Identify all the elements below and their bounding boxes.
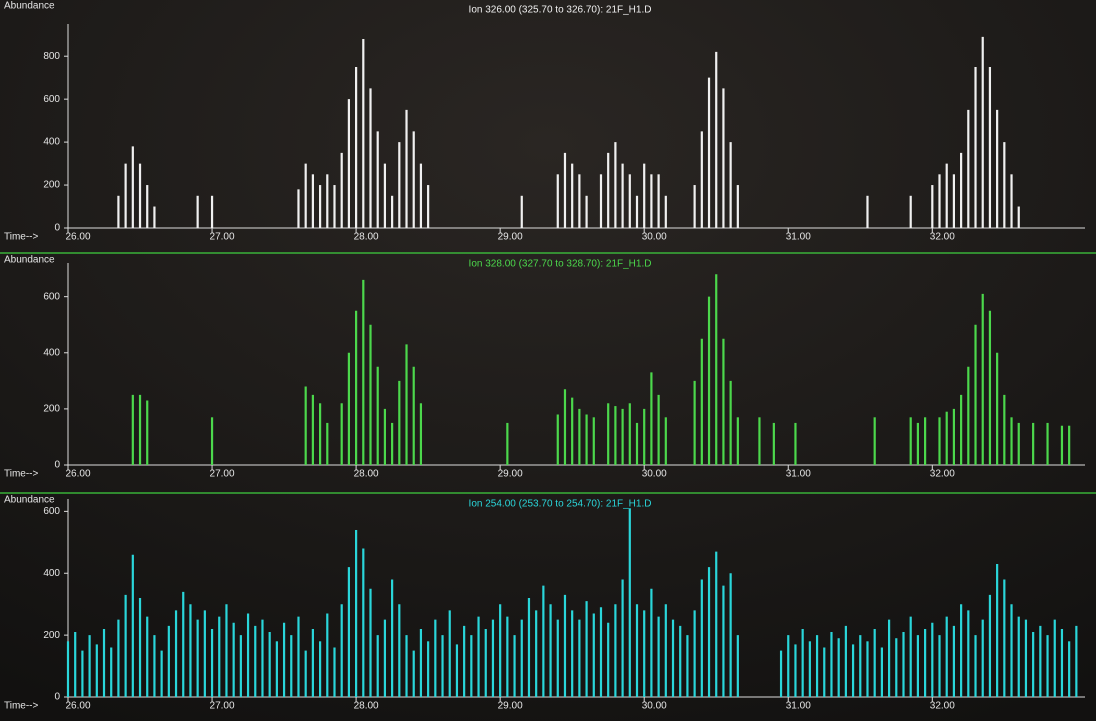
x-axis-label: Time--> (4, 232, 39, 243)
x-tick-label: 28.00 (354, 701, 379, 712)
x-tick-label: 30.00 (642, 701, 667, 712)
x-tick-label: 27.00 (210, 469, 235, 480)
y-tick-label: 400 (43, 568, 60, 579)
y-tick-label: 200 (43, 180, 60, 191)
y-tick-label: 0 (54, 460, 60, 471)
x-tick-label: 28.00 (354, 232, 379, 243)
x-axis-label: Time--> (4, 469, 39, 480)
x-tick-label: 29.00 (498, 701, 523, 712)
y-tick-label: 800 (43, 51, 60, 62)
chart-title: Ion 328.00 (327.70 to 328.70): 21F_H1.D (469, 259, 652, 270)
x-tick-label: 27.00 (210, 232, 235, 243)
chart-title: Ion 326.00 (325.70 to 326.70): 21F_H1.D (469, 5, 652, 16)
y-tick-label: 600 (43, 291, 60, 302)
y-axis-label: Abundance (4, 255, 55, 266)
y-tick-label: 0 (54, 692, 60, 703)
x-tick-label: 27.00 (210, 701, 235, 712)
y-tick-label: 600 (43, 94, 60, 105)
y-axis-label: Abundance (4, 495, 55, 506)
x-tick-label: 32.00 (930, 232, 955, 243)
chromatogram-screen: Ion 326.00 (325.70 to 326.70): 21F_H1.D A… (0, 0, 1096, 721)
chart-title: Ion 254.00 (253.70 to 254.70): 21F_H1.D (469, 499, 652, 510)
x-axis-label: Time--> (4, 701, 39, 712)
y-tick-label: 0 (54, 223, 60, 234)
x-tick-label: 28.00 (354, 469, 379, 480)
x-tick-label: 31.00 (786, 232, 811, 243)
x-tick-label: 26.00 (65, 701, 90, 712)
x-tick-label: 32.00 (930, 469, 955, 480)
x-tick-label: 29.00 (498, 232, 523, 243)
y-tick-label: 400 (43, 137, 60, 148)
x-tick-label: 30.00 (642, 232, 667, 243)
x-tick-label: 26.00 (65, 469, 90, 480)
x-tick-label: 31.00 (786, 469, 811, 480)
x-tick-label: 32.00 (930, 701, 955, 712)
x-tick-label: 30.00 (642, 469, 667, 480)
background (0, 0, 1096, 721)
y-tick-label: 200 (43, 630, 60, 641)
y-tick-label: 600 (43, 506, 60, 517)
y-tick-label: 200 (43, 404, 60, 415)
x-tick-label: 26.00 (65, 232, 90, 243)
y-axis-label: Abundance (4, 1, 55, 12)
x-tick-label: 31.00 (786, 701, 811, 712)
x-tick-label: 29.00 (498, 469, 523, 480)
y-tick-label: 400 (43, 347, 60, 358)
